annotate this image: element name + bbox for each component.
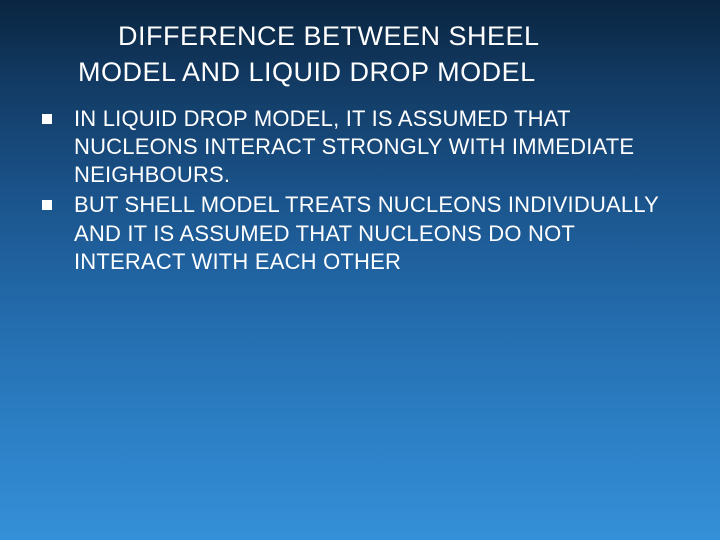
bullet-text: BUT SHELL MODEL TREATS NUCLEONS INDIVIDU… (74, 191, 682, 275)
bullet-text: IN LIQUID DROP MODEL, IT IS ASSUMED THAT… (74, 105, 682, 189)
bullet-item: BUT SHELL MODEL TREATS NUCLEONS INDIVIDU… (36, 191, 682, 275)
square-bullet-icon (42, 200, 52, 210)
title-line-2: MODEL AND LIQUID DROP MODEL (78, 54, 692, 90)
slide: DIFFERENCE BETWEEN SHEEL MODEL AND LIQUI… (0, 0, 720, 540)
title-line-1: DIFFERENCE BETWEEN SHEEL (118, 18, 692, 54)
slide-title: DIFFERENCE BETWEEN SHEEL MODEL AND LIQUI… (118, 18, 692, 91)
bullet-item: IN LIQUID DROP MODEL, IT IS ASSUMED THAT… (36, 105, 682, 189)
slide-content: IN LIQUID DROP MODEL, IT IS ASSUMED THAT… (28, 105, 692, 276)
square-bullet-icon (42, 114, 52, 124)
